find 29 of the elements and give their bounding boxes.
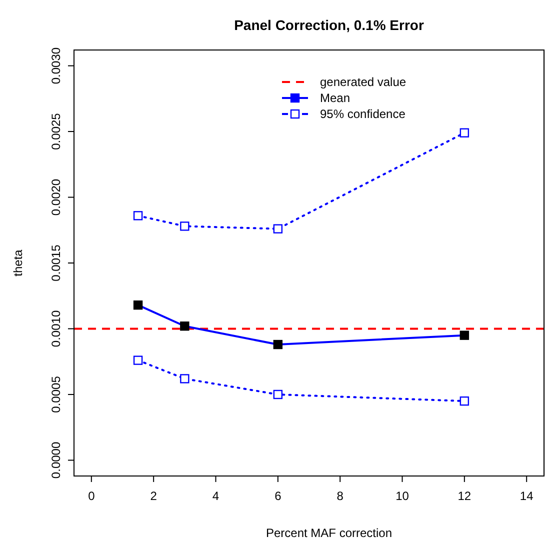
point xyxy=(133,356,143,365)
point xyxy=(180,374,190,384)
x-tick-label: 6 xyxy=(274,489,282,503)
x-tick-label: 2 xyxy=(150,489,158,503)
x-tick-label: 4 xyxy=(212,489,220,503)
point xyxy=(273,224,283,234)
x-tick-label: 0 xyxy=(88,489,96,503)
y-tick-label: 0.0010 xyxy=(49,310,63,348)
point xyxy=(273,390,283,400)
point xyxy=(460,128,470,138)
x-tick-label: 14 xyxy=(520,489,534,503)
y-tick-label: 0.0015 xyxy=(49,244,63,282)
x-tick-label: 12 xyxy=(458,489,472,503)
legend-label: Mean xyxy=(320,91,350,105)
y-tick-label: 0.0020 xyxy=(49,178,63,216)
point xyxy=(133,211,143,220)
x-axis-title: Percent MAF correction xyxy=(266,526,392,540)
y-axis-title: theta xyxy=(11,249,25,276)
point xyxy=(180,222,190,231)
legend-label: generated value xyxy=(320,75,406,89)
y-tick-label: 0.0025 xyxy=(49,112,63,150)
x-tick-label: 10 xyxy=(396,489,410,503)
y-tick-label: 0.0005 xyxy=(49,376,63,413)
chart-title: Panel Correction, 0.1% Error xyxy=(234,17,424,33)
point xyxy=(460,396,470,406)
legend-label: 95% confidence xyxy=(320,107,406,121)
y-tick-label: 0.0000 xyxy=(49,442,63,479)
y-tick-label: 0.0030 xyxy=(49,47,63,84)
x-tick-label: 8 xyxy=(336,489,344,503)
